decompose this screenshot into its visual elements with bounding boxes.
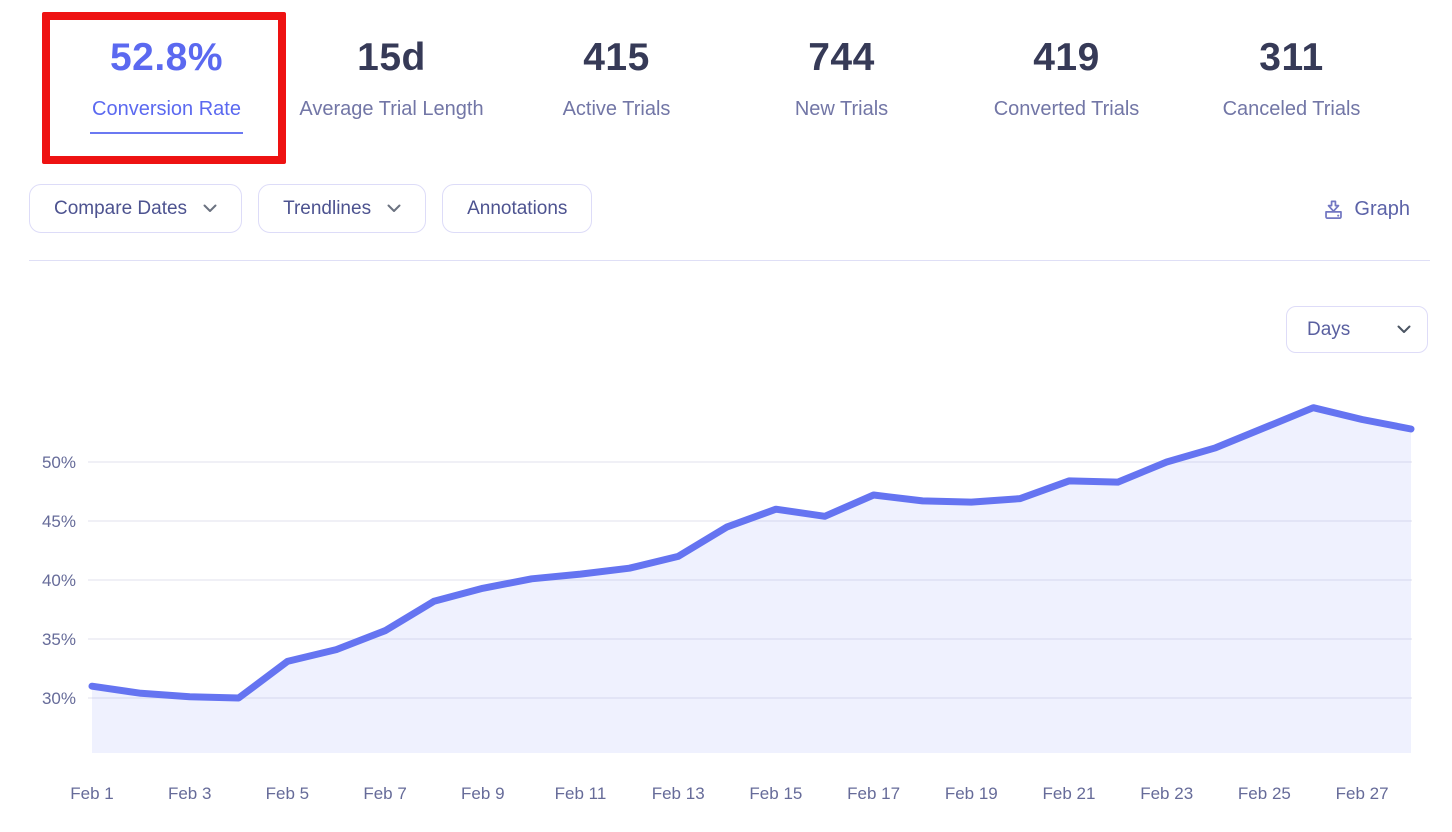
trendlines-label: Trendlines — [283, 197, 372, 219]
x-axis-tick-label: Feb 19 — [945, 784, 998, 803]
x-axis-tick-label: Feb 7 — [363, 784, 406, 803]
x-axis-tick-label: Feb 15 — [749, 784, 802, 803]
stat-new-trials[interactable]: 744 New Trials — [729, 38, 954, 134]
stat-value: 15d — [357, 36, 426, 79]
annotations-button[interactable]: Annotations — [442, 184, 593, 233]
y-axis-tick-label: 50% — [42, 453, 76, 472]
stat-value: 52.8% — [109, 36, 224, 79]
stat-label: Conversion Rate — [90, 99, 243, 134]
chart-toolbar: Compare Dates Trendlines Annotations — [29, 184, 593, 233]
stat-canceled-trials[interactable]: 311 Canceled Trials — [1179, 38, 1404, 134]
x-axis-tick-label: Feb 25 — [1238, 784, 1291, 803]
stat-label: Converted Trials — [993, 98, 1140, 120]
stat-value: 311 — [1259, 36, 1324, 79]
x-axis-tick-label: Feb 21 — [1043, 784, 1096, 803]
stat-active-trials[interactable]: 415 Active Trials — [504, 38, 729, 134]
stat-label: Canceled Trials — [1222, 98, 1361, 120]
graph-label: Graph — [1354, 198, 1410, 220]
x-axis-tick-label: Feb 27 — [1336, 784, 1389, 803]
y-axis-tick-label: 30% — [42, 689, 76, 708]
stat-label: Average Trial Length — [299, 98, 484, 120]
x-axis-tick-label: Feb 5 — [266, 784, 309, 803]
y-axis-tick-label: 35% — [42, 630, 76, 649]
trendlines-button[interactable]: Trendlines — [258, 184, 427, 233]
toolbar-separator — [29, 260, 1430, 261]
stats-row: 52.8% Conversion Rate 15d Average Trial … — [54, 38, 1404, 134]
download-icon — [1322, 198, 1345, 221]
export-graph-button[interactable]: Graph — [1316, 197, 1416, 222]
stat-conversion-rate[interactable]: 52.8% Conversion Rate — [54, 38, 279, 134]
x-axis-tick-label: Feb 23 — [1140, 784, 1193, 803]
x-axis-tick-label: Feb 9 — [461, 784, 504, 803]
stat-average-trial-length[interactable]: 15d Average Trial Length — [279, 38, 504, 134]
chevron-down-icon — [1397, 325, 1411, 334]
stat-converted-trials[interactable]: 419 Converted Trials — [954, 38, 1179, 134]
stat-label: Active Trials — [562, 98, 671, 120]
stat-label: New Trials — [794, 98, 889, 120]
chart-line — [88, 404, 1415, 702]
stat-value: 415 — [583, 36, 650, 79]
x-axis-tick-label: Feb 1 — [70, 784, 113, 803]
interval-dropdown-value: Days — [1307, 318, 1351, 340]
interval-dropdown[interactable]: Days — [1286, 306, 1428, 353]
compare-dates-label: Compare Dates — [54, 197, 188, 219]
x-axis-tick-label: Feb 17 — [847, 784, 900, 803]
chevron-down-icon — [203, 204, 217, 213]
stat-value: 744 — [808, 36, 875, 79]
chevron-down-icon — [387, 204, 401, 213]
x-axis-tick-label: Feb 3 — [168, 784, 211, 803]
annotations-label: Annotations — [467, 197, 568, 219]
x-axis-tick-label: Feb 11 — [555, 784, 607, 803]
y-axis-tick-label: 40% — [42, 571, 76, 590]
y-axis-tick-label: 45% — [42, 512, 76, 531]
chart-area-fill — [92, 407, 1411, 753]
x-axis-tick-label: Feb 13 — [652, 784, 705, 803]
compare-dates-button[interactable]: Compare Dates — [29, 184, 243, 233]
stat-value: 419 — [1033, 36, 1100, 79]
